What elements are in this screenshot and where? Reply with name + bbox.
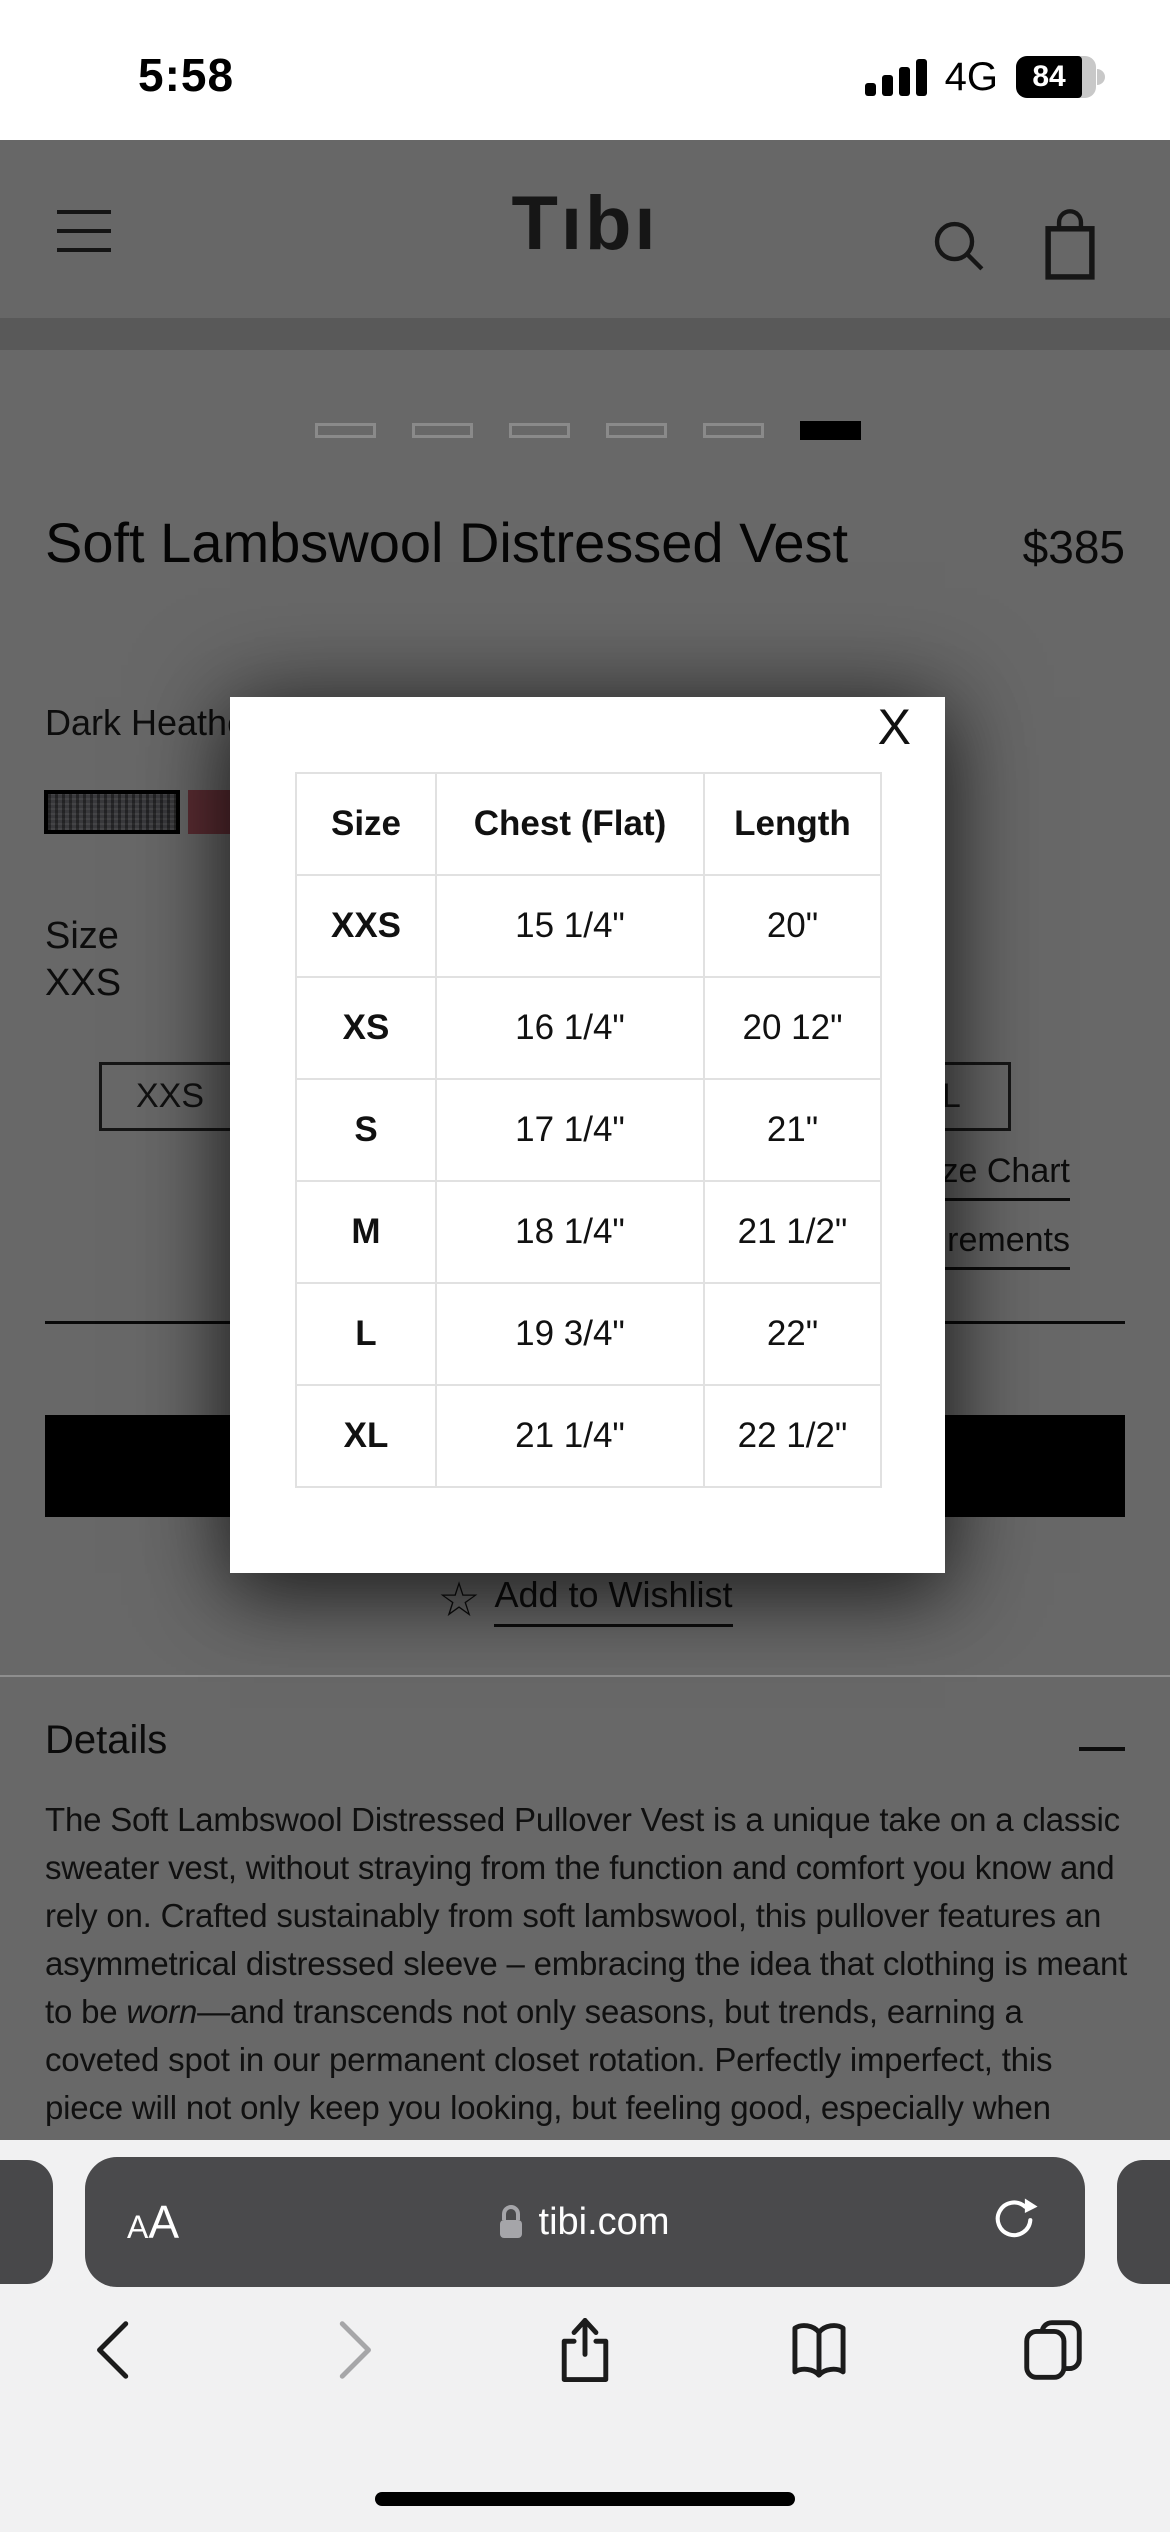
cell-length: 21" — [703, 1078, 882, 1182]
reload-icon[interactable] — [985, 2193, 1043, 2251]
next-tab-fragment[interactable] — [1117, 2160, 1170, 2284]
cell-size: XL — [295, 1384, 437, 1488]
color-name: Dark Heather — [45, 702, 260, 743]
url-display[interactable]: tibi.com — [495, 2200, 670, 2244]
product-price: $385 — [1022, 521, 1125, 573]
tabs-icon[interactable] — [1018, 2315, 1088, 2385]
cell-size: XS — [295, 976, 437, 1080]
reader-large-a: A — [148, 2196, 180, 2248]
cell-length: 21 1/2" — [703, 1180, 882, 1284]
bookmarks-icon[interactable] — [784, 2315, 854, 2385]
search-icon[interactable] — [925, 212, 995, 282]
table-row: XL 21 1/4" 22 1/2" — [295, 1384, 882, 1488]
cell-chest: 19 3/4" — [435, 1282, 705, 1386]
size-label: Size — [45, 915, 119, 957]
col-header-length: Length — [703, 772, 882, 876]
home-indicator[interactable] — [375, 2492, 795, 2506]
table-row: M 18 1/4" 21 1/2" — [295, 1180, 882, 1284]
col-header-chest: Chest (Flat) — [435, 772, 705, 876]
cell-chest: 21 1/4" — [435, 1384, 705, 1488]
previous-tab-fragment[interactable] — [0, 2160, 53, 2284]
close-icon[interactable]: X — [877, 699, 911, 755]
safari-toolbar — [0, 2315, 1170, 2395]
site-header: Tıbı — [0, 140, 1170, 318]
shopping-bag-icon[interactable] — [1035, 200, 1105, 286]
details-paragraph: The Soft Lambswool Distressed Pullover V… — [45, 1796, 1137, 2180]
carousel-dash-active[interactable] — [800, 420, 861, 440]
reader-small-a: A — [127, 2209, 149, 2245]
cell-size: L — [295, 1282, 437, 1386]
carousel-dash[interactable] — [606, 422, 667, 438]
lock-icon — [499, 2205, 522, 2238]
url-text: tibi.com — [538, 2200, 670, 2243]
cell-chest: 18 1/4" — [435, 1180, 705, 1284]
share-icon[interactable] — [550, 2315, 620, 2385]
size-chart-modal: X Size Chest (Flat) Length XXS 15 1/4" 2… — [230, 697, 945, 1573]
cell-size: M — [295, 1180, 437, 1284]
battery-icon: 84 — [1016, 56, 1105, 98]
star-icon: ☆ — [437, 1573, 481, 1627]
collapse-minus-icon[interactable] — [1079, 1747, 1125, 1751]
add-to-wishlist[interactable]: ☆ Add to Wishlist — [0, 1574, 1170, 1627]
cell-size: S — [295, 1078, 437, 1182]
back-button[interactable] — [82, 2315, 152, 2385]
status-bar: 5:58 4G 84 — [0, 0, 1170, 140]
image-carousel-indicators[interactable] — [315, 420, 861, 440]
forward-button-disabled — [316, 2315, 386, 2385]
selected-size-value: XXS — [45, 962, 122, 1004]
cell-size: XXS — [295, 874, 437, 978]
table-header-row: Size Chest (Flat) Length — [295, 772, 882, 876]
wishlist-label: Add to Wishlist — [494, 1574, 733, 1627]
col-header-size: Size — [295, 772, 437, 876]
product-title: Soft Lambswool Distressed Vest — [45, 511, 849, 574]
cell-length: 20" — [703, 874, 882, 978]
details-text-1: The Soft Lambswool Distressed Pullover V… — [45, 1801, 1128, 2030]
swatch-dark-heather[interactable] — [44, 790, 180, 834]
size-chart-table: Size Chest (Flat) Length XXS 15 1/4" 20"… — [295, 772, 882, 1488]
cell-length: 20 12" — [703, 976, 882, 1080]
carousel-dash[interactable] — [412, 422, 473, 438]
cell-chest: 15 1/4" — [435, 874, 705, 978]
table-row: L 19 3/4" 22" — [295, 1282, 882, 1386]
carousel-dash[interactable] — [703, 422, 764, 438]
cell-chest: 16 1/4" — [435, 976, 705, 1080]
table-row: XS 16 1/4" 20 12" — [295, 976, 882, 1080]
table-row: S 17 1/4" 21" — [295, 1078, 882, 1182]
carousel-dash[interactable] — [509, 422, 570, 438]
clock-time: 5:58 — [138, 49, 235, 101]
size-button-xxs[interactable]: XXS — [99, 1062, 241, 1131]
details-text-italic: worn — [126, 1993, 198, 2030]
cell-chest: 17 1/4" — [435, 1078, 705, 1182]
details-heading[interactable]: Details — [45, 1718, 168, 1762]
hamburger-menu-icon[interactable] — [57, 210, 111, 267]
cell-length: 22" — [703, 1282, 882, 1386]
status-icons: 4G 84 — [864, 55, 1105, 99]
signal-strength-icon — [864, 58, 927, 96]
battery-percent: 84 — [1032, 60, 1066, 93]
network-type-label: 4G — [944, 55, 998, 99]
section-divider — [0, 1675, 1170, 1677]
tibi-logo[interactable]: Tıbı — [511, 181, 659, 266]
page-top-strip — [0, 318, 1170, 350]
table-row: XXS 15 1/4" 20" — [295, 874, 882, 978]
cell-length: 22 1/2" — [703, 1384, 882, 1488]
carousel-dash[interactable] — [315, 422, 376, 438]
